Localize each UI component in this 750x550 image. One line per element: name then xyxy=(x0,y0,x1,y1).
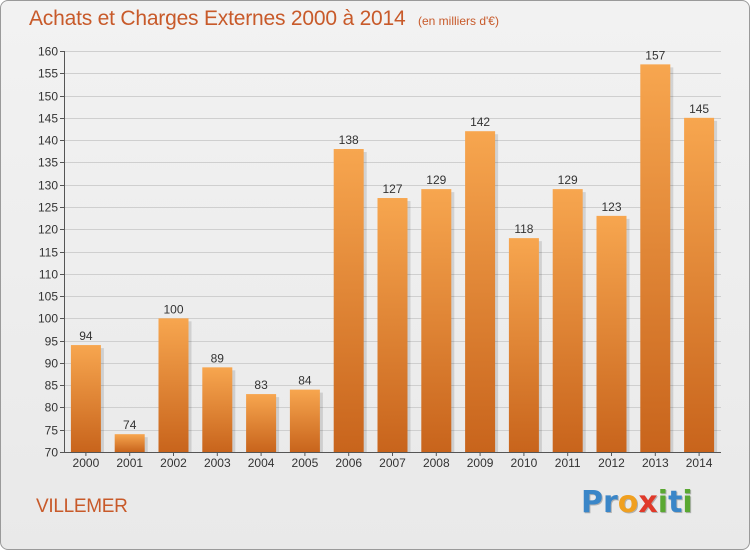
y-tick-label: 80 xyxy=(45,401,59,415)
x-tick-label: 2010 xyxy=(511,456,538,470)
bar-value-label: 127 xyxy=(382,182,402,196)
axes xyxy=(60,51,721,456)
x-tick-label: 2000 xyxy=(73,456,100,470)
bar xyxy=(508,238,539,452)
bar-value-label: 94 xyxy=(79,329,93,343)
y-tick-label: 135 xyxy=(38,156,58,170)
bar-value-label: 129 xyxy=(558,173,578,187)
x-tick-label: 2009 xyxy=(467,456,494,470)
y-tick-label: 130 xyxy=(38,179,58,193)
x-tick-label: 2002 xyxy=(160,456,187,470)
data-labels: 94 74 100 89 83 84 138 127 129 142 118 129 123 157 145 xyxy=(79,48,709,432)
bar-value-label: 157 xyxy=(645,48,665,62)
logo-letter: x xyxy=(638,485,658,520)
bar xyxy=(465,131,496,452)
x-tick-label: 2014 xyxy=(686,456,713,470)
x-tick-label: 2005 xyxy=(292,456,319,470)
bar-value-label: 145 xyxy=(689,102,709,116)
logo-letter: o xyxy=(617,485,639,520)
bar-value-label: 100 xyxy=(163,302,183,316)
y-tick-label: 100 xyxy=(38,312,58,326)
logo-letter: i xyxy=(682,485,693,520)
proxiti-logo: Proxiti xyxy=(581,485,693,520)
y-tick-label: 70 xyxy=(45,446,59,460)
bar xyxy=(114,434,145,452)
bar xyxy=(421,189,452,452)
y-tick-label: 85 xyxy=(45,379,59,393)
y-tick-label: 75 xyxy=(45,424,59,438)
bar xyxy=(70,345,101,452)
bar-value-label: 142 xyxy=(470,115,490,129)
x-tick-label: 2011 xyxy=(555,456,581,470)
bar-value-label: 74 xyxy=(123,418,137,432)
bar xyxy=(158,318,189,452)
y-tick-label: 125 xyxy=(38,201,58,215)
bar xyxy=(552,189,583,452)
y-tick-label: 150 xyxy=(38,90,58,104)
bar xyxy=(640,64,671,452)
x-tick-label: 2013 xyxy=(642,456,669,470)
y-tick-label: 105 xyxy=(38,290,58,304)
x-tick-label: 2012 xyxy=(598,456,625,470)
logo-letter: i xyxy=(657,485,669,520)
y-tick-label: 160 xyxy=(38,45,58,59)
y-tick-label: 145 xyxy=(38,112,58,126)
x-tick-label: 2006 xyxy=(335,456,362,470)
logo-letter: t xyxy=(668,485,683,520)
bar-value-label: 83 xyxy=(254,378,268,392)
bar-value-label: 123 xyxy=(601,200,621,214)
bar xyxy=(202,367,233,452)
bar-value-label: 84 xyxy=(298,374,312,388)
y-tick-label: 155 xyxy=(38,67,58,81)
x-tick-label: 2003 xyxy=(204,456,231,470)
bar-value-label: 138 xyxy=(339,133,359,147)
x-tick-label: 2008 xyxy=(423,456,450,470)
y-tick-label: 90 xyxy=(45,357,59,371)
bar xyxy=(596,215,627,452)
x-tick-label: 2001 xyxy=(116,456,143,470)
y-tick-label: 110 xyxy=(39,268,58,282)
bar-value-label: 118 xyxy=(514,222,533,236)
logo-letter: P xyxy=(581,485,603,520)
bar xyxy=(684,117,715,452)
y-tick-label: 95 xyxy=(45,335,59,349)
x-tick-label: 2007 xyxy=(379,456,406,470)
y-tick-label: 140 xyxy=(38,134,58,148)
bar xyxy=(289,389,320,452)
bar-value-label: 89 xyxy=(211,351,225,365)
y-tick-label: 120 xyxy=(38,223,58,237)
bar xyxy=(333,149,364,452)
tick-labels: 70 75 80 85 90 95 100 105 110 115 120 125 130 135 140 1… xyxy=(38,45,713,471)
chart-unit-note: (en milliers d'€) xyxy=(418,14,499,28)
y-tick-label: 115 xyxy=(39,246,58,260)
bar-value-label: 129 xyxy=(426,173,446,187)
bar xyxy=(246,394,277,452)
city-name: VILLEMER xyxy=(36,496,128,517)
x-tick-label: 2004 xyxy=(248,456,275,470)
bars xyxy=(70,64,718,452)
logo-letter: r xyxy=(603,485,618,520)
chart-title: Achats et Charges Externes 2000 à 2014 xyxy=(29,7,406,30)
bar xyxy=(377,198,408,452)
